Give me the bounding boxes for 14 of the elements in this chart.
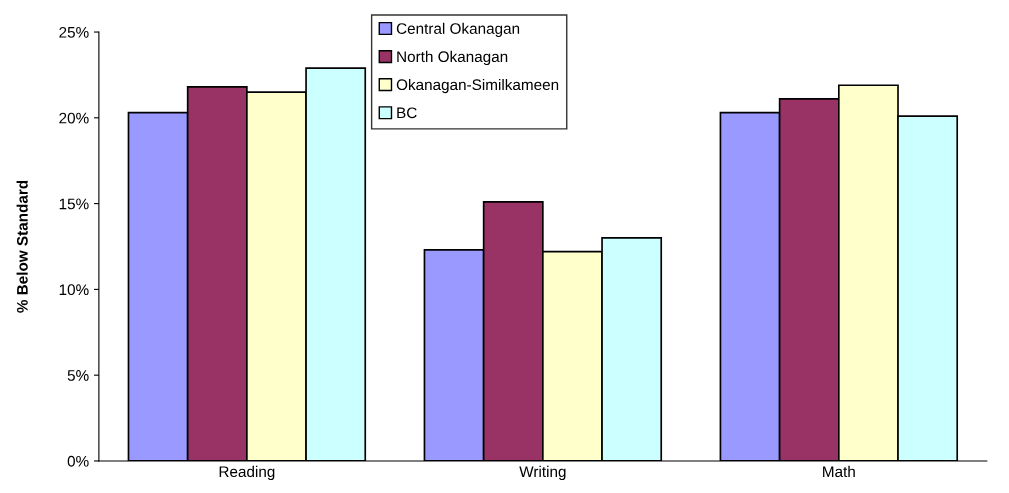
legend-label: Okanagan-Similkameen — [396, 78, 559, 94]
y-axis-title: % Below Standard — [16, 180, 28, 313]
y-tick-label: 15% — [59, 198, 89, 210]
y-tick-label: 5% — [67, 370, 89, 381]
legend-label: North Okanagan — [397, 50, 508, 66]
x-tick-label: Math — [823, 465, 855, 478]
x-tick-label: Writing — [519, 465, 566, 481]
legend-label: Central Okanagan — [396, 22, 520, 37]
legend-label: BC — [397, 107, 417, 119]
x-tick-label: Reading — [219, 465, 275, 481]
y-tick-label: 10% — [59, 284, 89, 296]
y-tick-label: 25% — [59, 26, 89, 38]
y-tick-label: 20% — [59, 112, 89, 124]
y-tick-label: 0% — [67, 455, 89, 467]
